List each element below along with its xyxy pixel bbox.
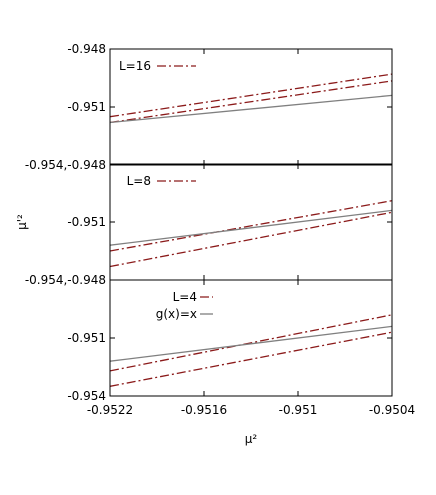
x-axis-label: µ² <box>245 432 258 446</box>
panel-2-series-line-2 <box>110 211 392 268</box>
panel-2-frame <box>109 163 393 281</box>
panel-3-series-line-1 <box>110 314 392 372</box>
panel-3-series-line-2 <box>110 331 392 387</box>
panel-2-legend: L=8 <box>127 174 196 188</box>
y-tick-label: -0.954,-0.948 <box>25 273 106 287</box>
x-tick-label: -0.9516 <box>181 403 227 417</box>
y-tick-label: -0.951 <box>67 331 106 345</box>
y-tick-label: -0.948 <box>67 42 106 56</box>
panel-3-legend: L=4 g(x)=x <box>156 290 213 321</box>
panel-1: -0.948 -0.951 -0.954,-0.948 L=16 <box>25 42 393 172</box>
panel-1-series-line-2 <box>110 80 392 124</box>
y-tick-label: -0.951 <box>67 100 106 114</box>
y-tick-label: -0.954,-0.948 <box>25 158 106 172</box>
panel-1-series-line-3 <box>110 94 392 124</box>
panel-2-series-line-3 <box>110 209 392 246</box>
y-tick-label: -0.954 <box>67 389 106 403</box>
legend-label: L=4 <box>173 290 197 304</box>
panel-2-series <box>110 200 392 268</box>
x-tick-label: -0.951 <box>279 403 318 417</box>
panel-3-series-line-3 <box>110 325 392 362</box>
legend-label: g(x)=x <box>156 307 197 321</box>
panel-1-series <box>110 73 392 124</box>
panel-3: -0.951 -0.954 L=4 g(x)=x <box>67 279 393 403</box>
panel-3-series <box>110 314 392 387</box>
panel-1-series-line-1 <box>110 73 392 118</box>
y-tick-label: -0.951 <box>67 215 106 229</box>
x-tick-label: -0.9522 <box>87 403 133 417</box>
panel-1-legend: L=16 <box>119 59 196 73</box>
x-tick-label: -0.9504 <box>369 403 415 417</box>
legend-label: L=16 <box>119 59 151 73</box>
y-axis-label: µ'² <box>15 214 29 230</box>
panel-1-frame <box>109 48 393 166</box>
panel-2-series-line-1 <box>110 200 392 252</box>
panel-2: -0.951 -0.954,-0.948 L=8 <box>25 163 393 287</box>
legend-label: L=8 <box>127 174 151 188</box>
